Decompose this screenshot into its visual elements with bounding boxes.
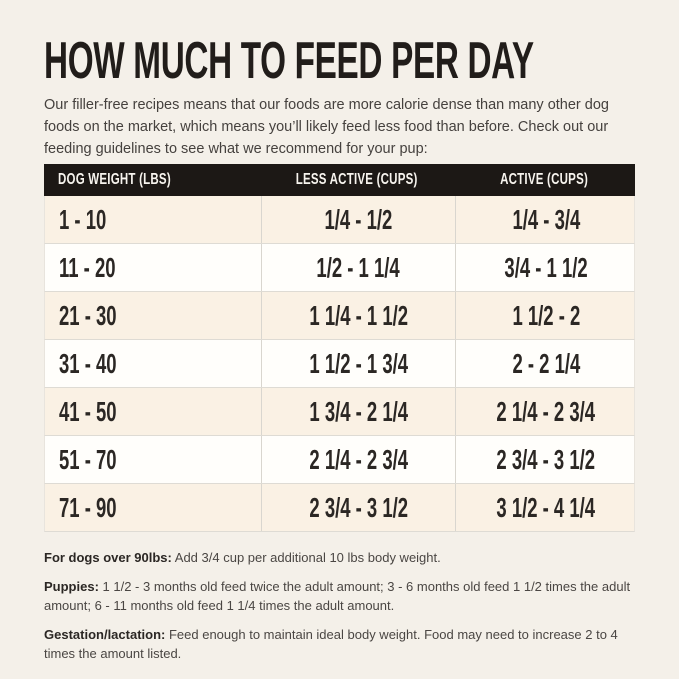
table-row: 1 - 10 1/4 - 1/2 1/4 - 3/4 <box>44 196 635 244</box>
table-header-row: DOG WEIGHT (LBS) LESS ACTIVE (CUPS) ACTI… <box>44 164 635 196</box>
header-dog-weight: DOG WEIGHT (LBS) <box>58 171 171 188</box>
cell-weight: 11 - 20 <box>59 251 116 283</box>
cell-active: 2 3/4 - 3 1/2 <box>455 436 636 483</box>
cell-less-active: 1/2 - 1 1/4 <box>261 244 455 291</box>
table-row: 31 - 40 1 1/2 - 1 3/4 2 - 2 1/4 <box>44 340 635 388</box>
page-title-text: HOW MUCH TO FEED PER DAY <box>44 32 534 90</box>
page-title: HOW MUCH TO FEED PER DAY <box>44 34 635 88</box>
note-gestation: Gestation/lactation: Feed enough to main… <box>44 625 635 664</box>
note-text: Feed enough to maintain ideal body weigh… <box>44 626 618 662</box>
cell-weight: 1 - 10 <box>59 203 107 235</box>
cell-active: 2 1/4 - 2 3/4 <box>455 388 636 435</box>
header-active: ACTIVE (CUPS) <box>500 171 589 188</box>
table-row: 21 - 30 1 1/4 - 1 1/2 1 1/2 - 2 <box>44 292 635 340</box>
cell-weight: 21 - 30 <box>59 299 117 331</box>
cell-less-active: 2 3/4 - 3 1/2 <box>261 484 455 531</box>
table-row: 71 - 90 2 3/4 - 3 1/2 3 1/2 - 4 1/4 <box>44 484 635 532</box>
table-row: 41 - 50 1 3/4 - 2 1/4 2 1/4 - 2 3/4 <box>44 388 635 436</box>
footnotes: For dogs over 90lbs: Add 3/4 cup per add… <box>44 548 635 664</box>
cell-active: 1/4 - 3/4 <box>455 196 636 243</box>
note-puppies: Puppies: 1 1/2 - 3 months old feed twice… <box>44 577 635 616</box>
note-text: Add 3/4 cup per additional 10 lbs body w… <box>174 550 441 565</box>
note-label: Puppies: <box>44 578 99 594</box>
cell-weight: 51 - 70 <box>59 443 117 475</box>
cell-weight: 31 - 40 <box>59 347 117 379</box>
note-label: Gestation/lactation: <box>44 626 166 642</box>
cell-less-active: 1 3/4 - 2 1/4 <box>261 388 455 435</box>
cell-weight: 41 - 50 <box>59 395 117 427</box>
cell-less-active: 1 1/2 - 1 3/4 <box>261 340 455 387</box>
table-row: 51 - 70 2 1/4 - 2 3/4 2 3/4 - 3 1/2 <box>44 436 635 484</box>
note-label: For dogs over 90lbs: <box>44 550 172 565</box>
cell-active: 3/4 - 1 1/2 <box>455 244 636 291</box>
cell-less-active: 1/4 - 1/2 <box>261 196 455 243</box>
cell-active: 3 1/2 - 4 1/4 <box>455 484 636 531</box>
cell-weight: 71 - 90 <box>59 491 117 523</box>
table-row: 11 - 20 1/2 - 1 1/4 3/4 - 1 1/2 <box>44 244 635 292</box>
note-over-90lbs: For dogs over 90lbs: Add 3/4 cup per add… <box>44 548 635 568</box>
feeding-table: DOG WEIGHT (LBS) LESS ACTIVE (CUPS) ACTI… <box>44 164 635 532</box>
header-less-active: LESS ACTIVE (CUPS) <box>296 171 418 188</box>
cell-active: 2 - 2 1/4 <box>455 340 636 387</box>
note-text: 1 1/2 - 3 months old feed twice the adul… <box>44 578 631 614</box>
cell-active: 1 1/2 - 2 <box>455 292 636 339</box>
cell-less-active: 2 1/4 - 2 3/4 <box>261 436 455 483</box>
cell-less-active: 1 1/4 - 1 1/2 <box>261 292 455 339</box>
intro-text: Our filler-free recipes means that our f… <box>44 97 609 157</box>
